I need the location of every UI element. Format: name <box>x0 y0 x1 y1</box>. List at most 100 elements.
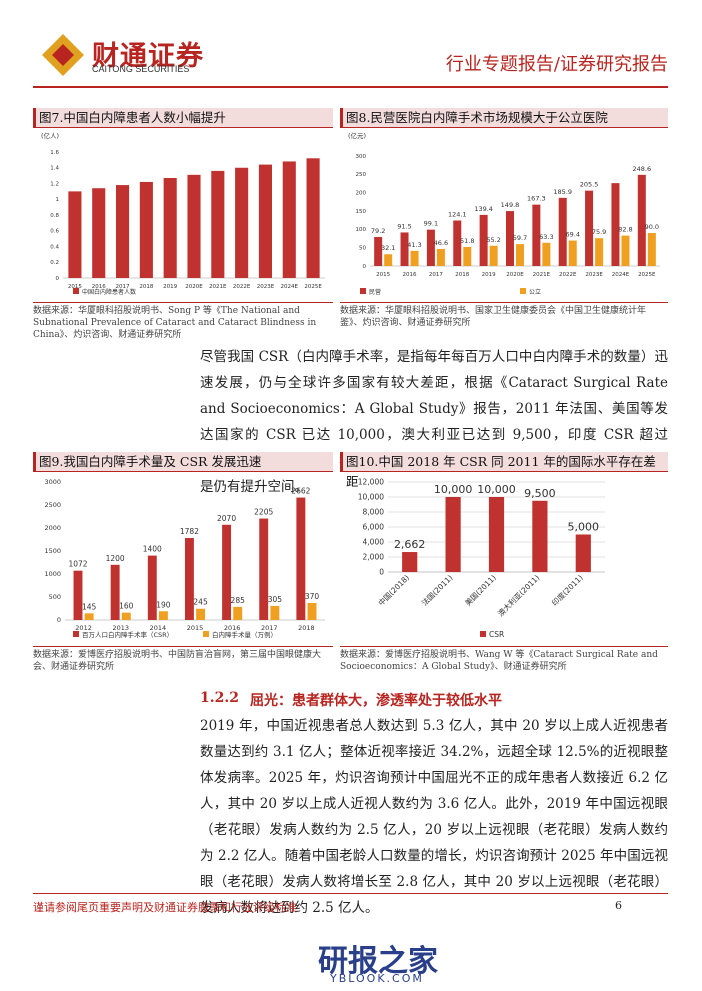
bar <box>296 497 306 620</box>
y-tick-label: 0 <box>363 264 367 270</box>
bar <box>402 552 418 572</box>
chart: 0 500 1000 1500 2000 2500 3000 2012 1072 145 2013 1… <box>44 478 325 639</box>
bar <box>575 534 591 572</box>
bar <box>400 232 409 266</box>
x-tick-label: 2014 <box>150 624 167 632</box>
bar <box>621 235 630 266</box>
x-tick-label: 2020E <box>185 284 203 290</box>
x-tick-label: 2015 <box>68 284 82 290</box>
watermark: 研报之家 <box>318 944 438 979</box>
y-tick-label: 2,000 <box>363 553 385 562</box>
bar <box>542 242 551 266</box>
bar <box>568 240 577 266</box>
data-label: 41.3 <box>407 241 421 249</box>
x-tick-label: 2012 <box>75 624 92 632</box>
y-tick-label: 4,000 <box>363 538 385 547</box>
y-axis-unit: (亿元) <box>348 131 366 140</box>
section-number: 1.2.2 <box>200 690 239 706</box>
x-tick-label: 2015 <box>187 624 204 632</box>
bar <box>158 611 168 620</box>
bar <box>426 229 435 266</box>
x-tick-label: 印度(2011) <box>549 572 584 607</box>
data-label: 90.0 <box>645 223 659 231</box>
bar <box>436 248 445 266</box>
x-tick-label: 美国(2011) <box>463 572 498 607</box>
data-label: 59.7 <box>513 234 527 242</box>
y-tick-label: 0.2 <box>50 260 59 266</box>
data-label: 149.8 <box>501 201 520 209</box>
data-label: 79.2 <box>371 227 385 235</box>
bar <box>259 518 269 620</box>
data-label: 2,662 <box>394 538 426 551</box>
watermark: YBLOOK.COM <box>330 972 424 985</box>
y-tick-label: 500 <box>49 593 61 601</box>
chart: (亿元) 0 50 100 150 200 250 300 2015 79.2 32.1 2016 91… <box>348 131 660 296</box>
bar <box>488 497 505 572</box>
data-label: 99.1 <box>424 220 438 228</box>
bar <box>163 177 177 278</box>
y-tick-label: 0.4 <box>50 244 59 250</box>
bar <box>121 612 131 620</box>
data-label: 55.2 <box>486 236 500 244</box>
data-label: 139.4 <box>474 205 493 213</box>
bar <box>410 250 419 266</box>
legend-swatch <box>480 631 486 637</box>
y-axis-unit: (亿人) <box>41 131 59 140</box>
chart: (亿人) 0 0.2 0.4 0.6 0.8 1 1.2 1.4 1.6 2015 2016 2017 2… <box>41 131 325 296</box>
y-tick-label: 10,000 <box>358 493 384 502</box>
legend-swatch <box>203 631 209 637</box>
y-tick-label: 3000 <box>44 478 61 486</box>
bar <box>516 244 525 266</box>
figure-source: 数据来源：华厦眼科招股说明书、国家卫生健康委员会《中国卫生健康统计年鉴》、灼识咨… <box>340 302 668 329</box>
x-tick-label: 2024E <box>612 272 630 278</box>
data-label: 1400 <box>143 545 162 554</box>
bar <box>258 164 273 278</box>
data-label: 91.5 <box>397 222 411 230</box>
data-label: 1200 <box>106 554 125 563</box>
y-tick-label: 1.6 <box>50 150 59 156</box>
data-label: 82.8 <box>618 226 632 234</box>
bar <box>532 204 541 266</box>
bar <box>211 170 225 278</box>
bar <box>489 245 498 266</box>
data-label: 1782 <box>180 527 199 536</box>
y-tick-label: 8,000 <box>363 508 385 517</box>
data-label: 5,000 <box>568 521 600 534</box>
x-tick-label: 2024E <box>281 284 299 290</box>
y-tick-label: 2000 <box>44 524 61 532</box>
bar <box>463 247 472 266</box>
data-label: 10,000 <box>477 483 516 496</box>
x-tick-label: 2019 <box>482 272 496 278</box>
x-tick-label: 2023E <box>257 284 275 290</box>
bar <box>139 181 153 278</box>
data-label: 185.9 <box>553 188 572 196</box>
data-label: 46.6 <box>434 239 448 247</box>
y-tick-label: 0.6 <box>50 229 59 235</box>
y-tick-label: 1.2 <box>50 181 59 187</box>
section-title: 屈光：患者群体大，渗透率处于较低水平 <box>250 693 502 709</box>
bar <box>532 500 548 572</box>
y-tick-label: 12,000 <box>358 478 384 487</box>
x-tick-label: 2013 <box>112 624 129 632</box>
x-tick-label: 2017 <box>116 284 130 290</box>
bar <box>282 161 296 278</box>
x-tick-label: 澳大利亚(2011) <box>495 572 541 618</box>
data-label: 145 <box>82 602 97 611</box>
bar <box>184 538 194 620</box>
data-label: 1072 <box>68 560 87 569</box>
bar <box>187 174 201 278</box>
data-label: 32.1 <box>381 244 395 252</box>
bar <box>306 158 320 278</box>
x-tick-label: 2018 <box>455 272 469 278</box>
legend-swatch <box>360 288 366 294</box>
data-label: 75.9 <box>592 228 606 236</box>
data-label: 2205 <box>254 508 273 517</box>
data-label: 245 <box>193 598 208 607</box>
y-tick-label: 1500 <box>44 547 61 555</box>
legend-label: 百万人口白内障手术率（CSR） <box>82 630 173 639</box>
x-tick-label: 2025E <box>638 272 656 278</box>
bar <box>445 497 461 572</box>
y-tick-label: 300 <box>356 154 367 160</box>
x-tick-label: 法国(2011) <box>419 572 454 607</box>
bar <box>68 191 82 278</box>
